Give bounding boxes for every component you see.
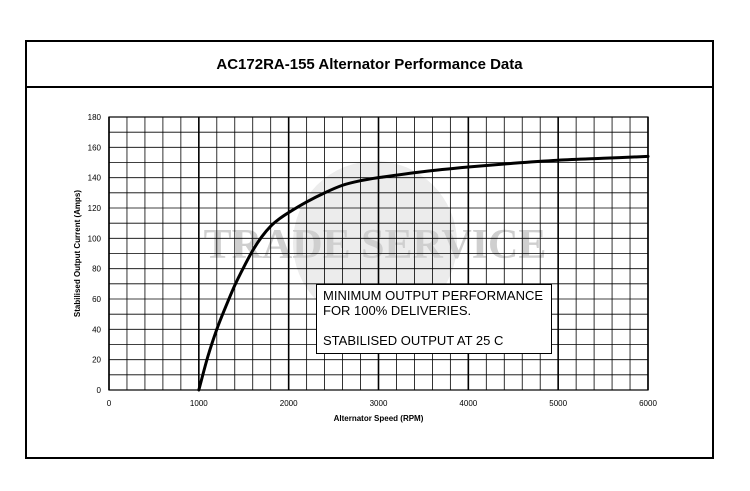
x-tick-label: 4000 xyxy=(459,399,477,408)
plot-border xyxy=(108,116,649,391)
note-line-3: STABILISED OUTPUT AT 25 C xyxy=(323,333,504,348)
chart-series xyxy=(197,154,650,392)
x-axis-label: Alternator Speed (RPM) xyxy=(334,414,424,423)
y-tick-label: 140 xyxy=(88,174,102,183)
y-tick-label: 40 xyxy=(92,325,101,334)
chart-title: AC172RA-155 Alternator Performance Data xyxy=(216,55,523,73)
y-tick-label: 20 xyxy=(92,356,101,365)
watermark-text: TRADE SERVICE xyxy=(204,222,547,268)
x-tick-label: 1000 xyxy=(190,399,208,408)
performance-note: MINIMUM OUTPUT PERFORMANCE FOR 100% DELI… xyxy=(316,284,552,354)
chart-frame: AC172RA-155 Alternator Performance Data xyxy=(25,40,714,459)
note-line-1: MINIMUM OUTPUT PERFORMANCE xyxy=(323,288,544,303)
title-bar: AC172RA-155 Alternator Performance Data xyxy=(27,42,712,88)
axis-labels: Alternator Speed (RPM) Stabilised Output … xyxy=(73,190,424,423)
series-line-0 xyxy=(197,154,650,392)
y-tick-label: 180 xyxy=(88,113,102,122)
y-tick-label: 160 xyxy=(88,143,102,152)
y-tick-label: 100 xyxy=(88,234,102,243)
x-tick-label: 6000 xyxy=(639,399,657,408)
y-tick-label: 120 xyxy=(88,204,102,213)
chart-ticks: 0 1000 2000 3000 4000 5000 6000 0 20 40 60 80 100 120… xyxy=(88,113,658,408)
y-axis-label: Stabilised Output Current (Amps) xyxy=(73,190,82,317)
x-tick-label: 2000 xyxy=(280,399,298,408)
y-tick-label: 80 xyxy=(92,265,101,274)
x-tick-label: 0 xyxy=(107,399,112,408)
x-tick-label: 5000 xyxy=(549,399,567,408)
x-tick-label: 3000 xyxy=(370,399,388,408)
note-line-2: FOR 100% DELIVERIES. xyxy=(323,303,472,318)
y-tick-label: 0 xyxy=(97,386,102,395)
y-tick-label: 60 xyxy=(92,295,101,304)
